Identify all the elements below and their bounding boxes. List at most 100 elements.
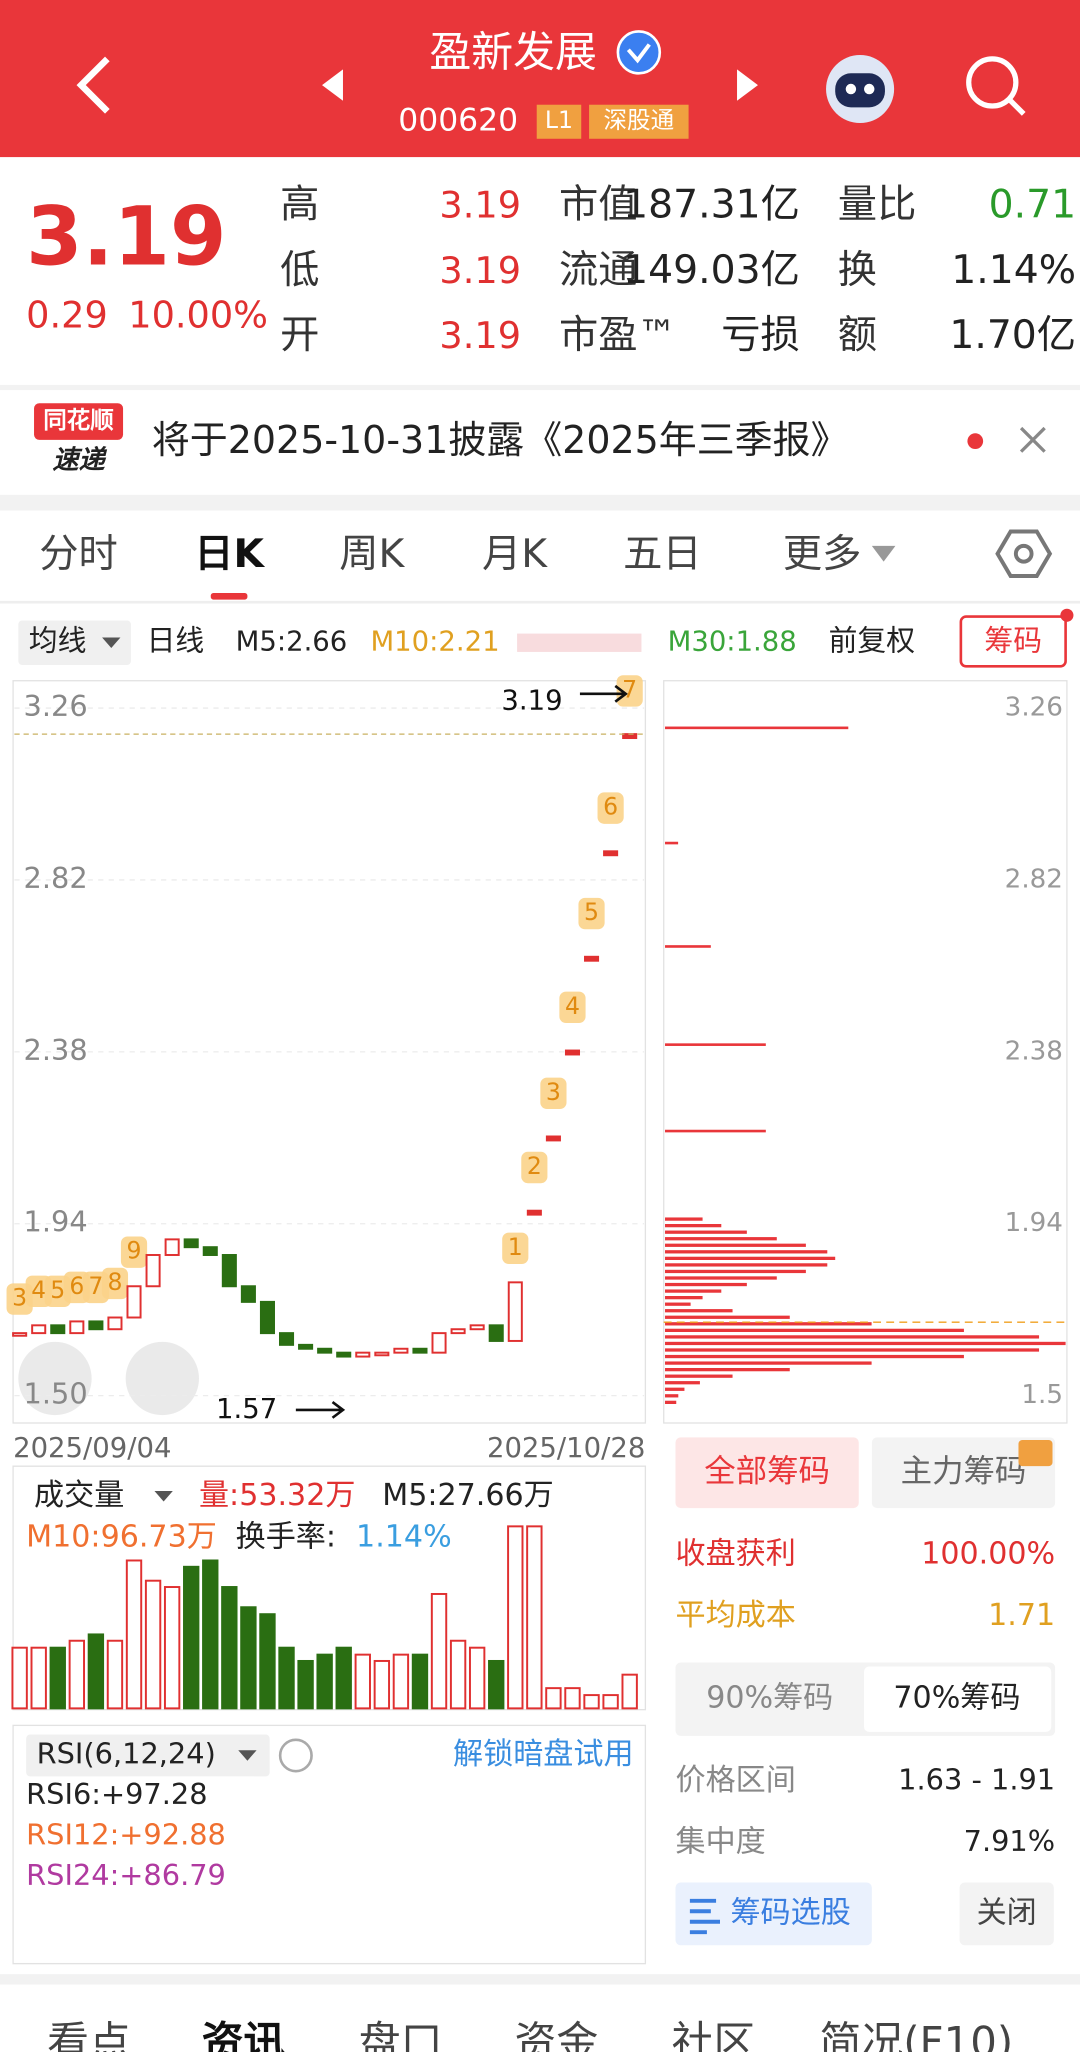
signal-badge-label: 7: [88, 1272, 103, 1300]
bottom-tab[interactable]: 资讯: [202, 2017, 286, 2056]
select-text: 筹码选股: [730, 1895, 850, 1930]
candle: [126, 1285, 142, 1319]
seg-70[interactable]: 70%筹码: [893, 1681, 1020, 1716]
chip-tick-label: 2.82: [1005, 864, 1063, 894]
divider: [0, 600, 1080, 604]
m30-label: M30:1.88: [668, 626, 797, 658]
period-tab[interactable]: 周K: [339, 532, 405, 577]
stock-name: 盈新发展: [429, 27, 596, 76]
fullscreen-button[interactable]: [125, 1341, 199, 1416]
volume-bar: [373, 1659, 391, 1710]
y-tick-label: 3.26: [24, 689, 88, 723]
period-tab[interactable]: 日K: [194, 532, 265, 577]
seg-90[interactable]: 90%筹码: [706, 1681, 833, 1716]
candle: [88, 1320, 104, 1331]
expand-button[interactable]: [18, 1341, 92, 1416]
signal-badge-label: 1: [508, 1233, 523, 1261]
news-close[interactable]: [1019, 426, 1046, 453]
signal-badge-label: 6: [69, 1272, 84, 1300]
signal-badge-label: 5: [50, 1276, 65, 1304]
ma-select[interactable]: [18, 620, 131, 666]
period-tab[interactable]: 分时: [39, 532, 118, 577]
signal-badge: [101, 1267, 129, 1300]
chip-bar: [665, 1381, 700, 1385]
settings-icon-core: [1013, 543, 1034, 564]
bottom-tab[interactable]: 盘口: [359, 2017, 443, 2056]
range-value: 1.63 - 1.91: [898, 1763, 1055, 1797]
settings-icon[interactable]: [995, 529, 1053, 578]
chip-bar: [665, 1276, 777, 1280]
ma-select-text: 均线: [29, 624, 87, 658]
close-button[interactable]: [959, 1882, 1054, 1946]
volume-bar: [297, 1659, 314, 1710]
candle: [431, 1332, 447, 1354]
chip-bar: [665, 1335, 1040, 1339]
chip-bar: [665, 1400, 677, 1404]
bottom-tab[interactable]: 资金: [514, 2017, 598, 2056]
bottom-tab[interactable]: 社区: [672, 2017, 756, 2056]
candle: [221, 1254, 237, 1288]
volume-bar: [30, 1646, 47, 1710]
change-pct: 10.00%: [128, 293, 268, 336]
m10-label: M10:2.21: [370, 626, 499, 658]
rsi24: RSI24:+86.79: [26, 1858, 226, 1892]
tab-main-chips[interactable]: [871, 1437, 1056, 1509]
stat-label: 换: [838, 248, 877, 293]
y-tick-label: 2.82: [24, 861, 88, 895]
volume-bar: [526, 1525, 543, 1710]
news-dot: [967, 433, 984, 450]
select-icon: [689, 1898, 720, 1935]
signal-badge-label: 6: [603, 793, 618, 821]
volume-m10: M10:96.73万: [26, 1520, 217, 1555]
chips-button[interactable]: [959, 615, 1067, 668]
candle: [50, 1324, 66, 1335]
news-text[interactable]: 将于2025-10-31披露《2025年三季报》: [152, 418, 849, 462]
search-icon[interactable]: [966, 56, 1026, 116]
adjust-label[interactable]: 前复权: [829, 624, 915, 658]
select-button[interactable]: [675, 1882, 872, 1946]
next-stock[interactable]: [737, 69, 758, 101]
change: 0.29: [26, 293, 108, 336]
start-date: 2025/09/04: [13, 1432, 171, 1464]
candle: [259, 1300, 275, 1335]
chip-frame: [663, 680, 1068, 1424]
high-annotation: 3.19: [501, 685, 562, 717]
bottom-tabs: 看点 资讯 盘口 资金 社区 简况(F10): [47, 2017, 1013, 2056]
volume-m5: M5:27.66万: [382, 1478, 553, 1513]
volume-title[interactable]: 成交量: [34, 1478, 124, 1513]
chip-bar: [665, 1315, 790, 1319]
signal-badge: [559, 991, 586, 1024]
chip-bar: [665, 1309, 733, 1313]
stat-value: 187.31亿: [623, 182, 800, 227]
end-date: 2025/10/28: [487, 1432, 645, 1464]
rsi-select[interactable]: [26, 1734, 270, 1777]
bottom-tab[interactable]: 简况(F10): [819, 2017, 1013, 2056]
robot-icon[interactable]: [826, 54, 895, 124]
volume-bar: [335, 1646, 352, 1710]
news-logo: [34, 403, 124, 440]
bottom-tab[interactable]: 看点: [47, 2017, 131, 2056]
volume-bar: [49, 1646, 66, 1710]
active-tab-indicator: [210, 593, 248, 600]
candle: [12, 1332, 28, 1337]
stat-label: 流通: [559, 248, 638, 293]
back-button[interactable]: [76, 56, 110, 114]
chip-bar: [665, 841, 679, 845]
volume-bar: [449, 1639, 467, 1710]
prev-stock[interactable]: [322, 69, 343, 101]
chips-button-text: 筹码: [984, 624, 1042, 658]
period-label: 日线: [147, 624, 205, 658]
signal-badge-label: 7: [622, 675, 637, 703]
kline-frame: [12, 680, 647, 1424]
chip-bar: [665, 1289, 722, 1293]
tab-all-chips[interactable]: [675, 1437, 859, 1509]
period-tab[interactable]: 月K: [482, 532, 548, 577]
period-tab[interactable]: 五日: [623, 532, 702, 577]
rsi-unlock[interactable]: 解锁暗盘试用: [453, 1737, 634, 1772]
stat-label: 开: [280, 313, 319, 358]
signal-badge: [578, 897, 605, 930]
signal-badge-label: 8: [107, 1268, 122, 1296]
help-icon[interactable]: [278, 1738, 313, 1773]
candle: [564, 1049, 581, 1056]
period-tab[interactable]: 更多: [783, 532, 862, 577]
